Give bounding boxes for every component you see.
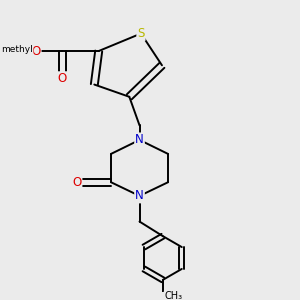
Text: O: O (32, 44, 41, 58)
Text: O: O (58, 72, 67, 85)
Text: CH₃: CH₃ (164, 291, 182, 300)
Text: O: O (72, 176, 82, 189)
Text: methyl: methyl (1, 45, 33, 54)
Text: N: N (135, 189, 144, 203)
Text: S: S (137, 27, 145, 40)
Text: N: N (135, 134, 144, 146)
